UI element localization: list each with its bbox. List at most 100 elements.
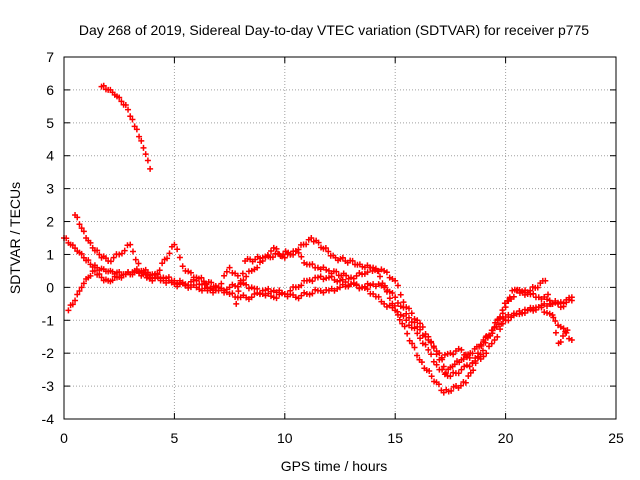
data-point xyxy=(76,221,83,228)
x-tick-label: 25 xyxy=(608,430,624,446)
data-point xyxy=(397,311,404,318)
data-point xyxy=(391,302,398,309)
data-point xyxy=(87,239,94,246)
data-point xyxy=(353,272,360,279)
data-point xyxy=(199,281,205,288)
data-point xyxy=(234,272,241,279)
data-point xyxy=(353,282,360,289)
data-point xyxy=(396,316,403,323)
data-point xyxy=(428,339,435,346)
data-point xyxy=(281,254,288,261)
data-point xyxy=(94,247,101,254)
data-point xyxy=(309,261,316,268)
data-point xyxy=(364,286,371,293)
data-point xyxy=(383,269,390,276)
y-tick-label: -2 xyxy=(42,345,55,361)
data-point xyxy=(400,299,407,306)
data-point xyxy=(149,277,156,284)
data-point xyxy=(408,310,415,317)
data-point xyxy=(166,250,173,257)
data-point xyxy=(144,157,151,164)
data-point xyxy=(364,269,371,276)
data-point xyxy=(229,290,236,297)
data-point xyxy=(524,307,531,314)
data-point xyxy=(160,274,167,281)
data-point xyxy=(176,254,183,261)
data-point xyxy=(366,264,373,271)
data-point xyxy=(171,241,178,248)
data-point xyxy=(298,253,305,260)
data-point xyxy=(367,282,374,289)
x-axis-label: GPS time / hours xyxy=(281,458,388,474)
data-point xyxy=(140,144,147,151)
data-point xyxy=(462,379,469,386)
data-point xyxy=(397,291,404,298)
data-point xyxy=(349,257,356,264)
data-point xyxy=(404,330,411,337)
data-point xyxy=(174,246,181,253)
data-point xyxy=(417,335,424,342)
data-point xyxy=(118,250,125,257)
data-point xyxy=(483,350,490,357)
data-point xyxy=(334,278,341,285)
data-point xyxy=(215,284,222,291)
data-point xyxy=(80,228,87,235)
data-point xyxy=(568,337,575,344)
data-point xyxy=(527,306,534,313)
data-point xyxy=(542,277,549,284)
data-point xyxy=(356,285,363,292)
data-point xyxy=(374,267,381,274)
data-point xyxy=(270,244,277,251)
data-point xyxy=(116,251,123,258)
data-point xyxy=(265,285,272,292)
data-point xyxy=(530,307,537,314)
data-point xyxy=(386,295,393,302)
data-point xyxy=(142,151,149,158)
data-point xyxy=(268,288,274,295)
data-point xyxy=(309,290,316,297)
data-point xyxy=(417,320,424,327)
data-point xyxy=(109,277,116,284)
data-point xyxy=(414,317,421,324)
x-tick-label: 0 xyxy=(60,430,68,446)
data-point xyxy=(85,257,92,264)
data-point xyxy=(375,293,382,300)
data-point xyxy=(394,308,401,315)
data-point xyxy=(127,241,134,248)
data-point xyxy=(96,251,103,258)
data-point xyxy=(254,289,261,296)
data-point xyxy=(426,367,433,374)
data-point xyxy=(361,284,368,291)
data-point xyxy=(411,344,418,351)
data-point xyxy=(208,279,215,286)
data-point xyxy=(422,341,429,348)
x-tick-label: 20 xyxy=(498,430,514,446)
data-point xyxy=(381,282,388,289)
data-point xyxy=(487,332,494,339)
data-point xyxy=(409,340,416,347)
data-point xyxy=(433,361,440,368)
data-point xyxy=(306,277,313,284)
data-point xyxy=(477,341,484,348)
data-point xyxy=(436,350,443,357)
data-point xyxy=(480,353,487,360)
data-point xyxy=(269,254,276,261)
data-point xyxy=(100,82,107,89)
data-point xyxy=(458,366,465,373)
data-point xyxy=(74,291,81,298)
data-point xyxy=(492,319,499,326)
y-tick-label: 1 xyxy=(46,246,54,262)
data-point xyxy=(129,116,136,123)
y-tick-label: -4 xyxy=(42,411,55,427)
data-point xyxy=(482,339,489,346)
data-point xyxy=(392,277,399,284)
y-tick-label: 5 xyxy=(46,115,54,131)
data-point xyxy=(499,307,506,314)
data-point xyxy=(233,300,240,307)
data-point xyxy=(497,326,504,333)
data-point xyxy=(448,387,455,394)
data-point xyxy=(400,312,407,319)
data-point xyxy=(254,264,261,271)
data-point xyxy=(414,330,421,337)
data-point xyxy=(243,281,250,288)
